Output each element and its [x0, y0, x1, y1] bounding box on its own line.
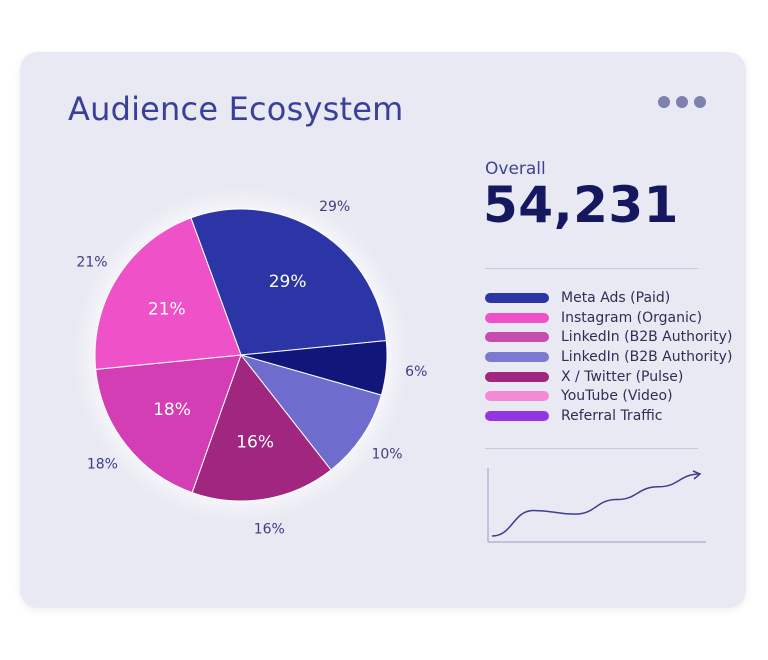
legend-item[interactable]: YouTube (Video)	[485, 386, 732, 406]
pie-slice[interactable]	[190, 208, 387, 356]
pie-slice[interactable]	[239, 354, 383, 471]
legend-item[interactable]: Instagram (Organic)	[485, 308, 732, 328]
legend-item[interactable]: LinkedIn (B2B Authority)	[485, 347, 732, 367]
legend-label: Instagram (Organic)	[561, 309, 703, 326]
legend-label: LinkedIn (B2B Authority)	[561, 348, 733, 365]
slice-outer-label: 29%	[319, 199, 350, 215]
chart-legend: Meta Ads (Paid) Instagram (Organic) Linked…	[485, 288, 732, 426]
legend-swatch	[485, 332, 549, 343]
pie-labels: 29% 29% 6% 10% 16% 16% 18% 18% 21% 21%	[76, 199, 427, 538]
legend-swatch	[485, 292, 549, 303]
legend-swatch	[485, 371, 549, 382]
slice-inner-label: 16%	[236, 432, 274, 452]
pie-slice[interactable]	[95, 354, 242, 494]
menu-dot	[676, 96, 688, 108]
trend-arrow-icon	[692, 470, 702, 480]
slice-inner-label: 21%	[148, 299, 186, 319]
slice-inner-label: 29%	[269, 272, 307, 292]
legend-item[interactable]: Referral Traffic	[485, 406, 732, 426]
menu-dot	[658, 96, 670, 108]
slice-inner-label: 18%	[153, 400, 191, 420]
pie-slices	[94, 208, 388, 502]
overall-value: 54,231	[483, 176, 679, 234]
divider	[485, 448, 698, 449]
legend-swatch	[485, 410, 549, 421]
trend-sparkline	[487, 468, 706, 543]
overall-label: Overall	[485, 159, 546, 179]
slice-outer-label: 16%	[254, 522, 285, 538]
legend-swatch	[485, 351, 549, 362]
divider	[485, 268, 698, 269]
trend-line	[491, 473, 701, 537]
slice-outer-label: 21%	[76, 254, 107, 270]
legend-item[interactable]: LinkedIn (B2B Authority)	[485, 327, 732, 347]
slice-outer-label: 10%	[371, 446, 402, 462]
slice-outer-label: 18%	[87, 456, 118, 472]
legend-swatch	[485, 391, 549, 402]
more-options-icon[interactable]	[658, 96, 706, 108]
legend-item[interactable]: X / Twitter (Pulse)	[485, 367, 732, 387]
legend-label: X / Twitter (Pulse)	[561, 368, 684, 385]
legend-label: YouTube (Video)	[561, 388, 673, 405]
legend-swatch	[485, 312, 549, 323]
legend-item[interactable]: Meta Ads (Paid)	[485, 288, 732, 308]
card-title: Audience Ecosystem	[68, 90, 404, 128]
legend-label: Meta Ads (Paid)	[561, 289, 671, 306]
slice-outer-label: 6%	[405, 364, 427, 380]
legend-label: Referral Traffic	[561, 407, 663, 424]
menu-dot	[694, 96, 706, 108]
legend-label: LinkedIn (B2B Authority)	[561, 329, 733, 346]
pie-slice[interactable]	[94, 217, 242, 370]
pie-slice[interactable]	[191, 353, 332, 502]
